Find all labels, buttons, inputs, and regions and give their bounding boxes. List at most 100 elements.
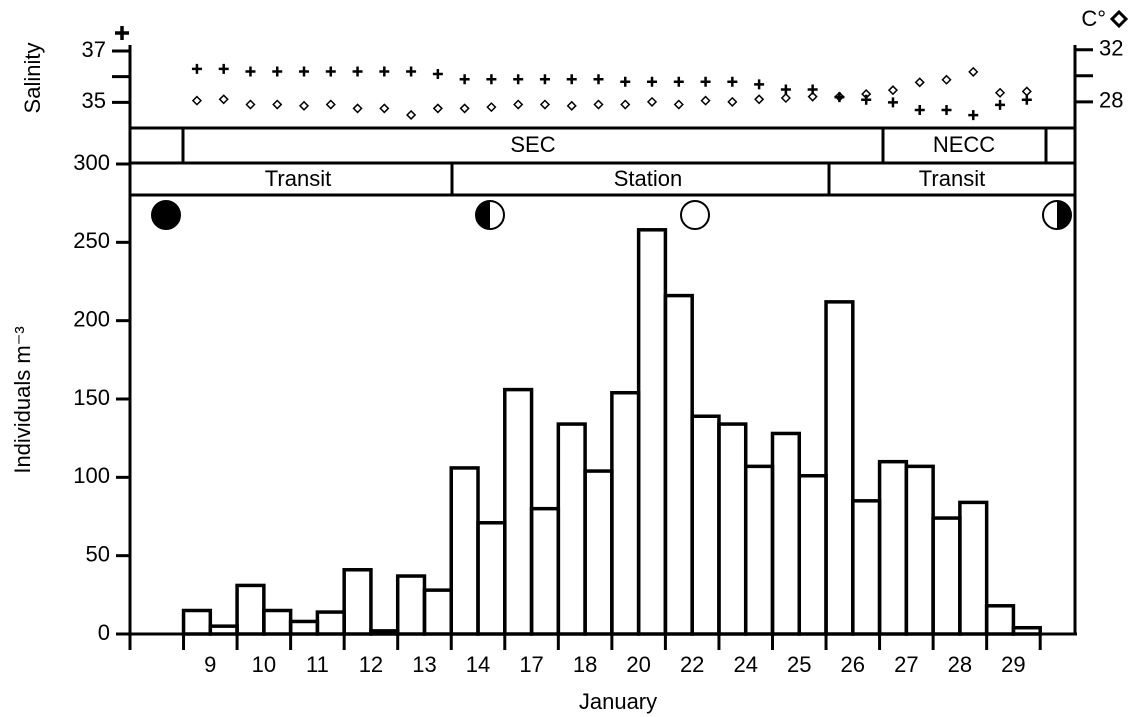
bar <box>931 516 962 636</box>
x-tick-label: 28 <box>948 652 972 677</box>
x-tick-label: 11 <box>306 652 329 677</box>
bar <box>342 568 373 636</box>
y-tick-label: 250 <box>73 228 110 253</box>
mode-band <box>128 161 1077 197</box>
temperature-point <box>1021 86 1032 97</box>
x-tick-label: 26 <box>841 652 865 677</box>
temperature-point <box>673 99 684 110</box>
bar <box>663 293 694 636</box>
temperature-point <box>620 99 631 110</box>
salinity-point <box>272 66 283 77</box>
temperature-point <box>861 89 872 100</box>
y-tick-label: 200 <box>73 306 110 331</box>
salinity-point <box>539 74 550 85</box>
salinity-point <box>299 66 310 77</box>
bar <box>877 459 909 636</box>
temperature-point <box>406 109 417 121</box>
salinity-point <box>861 94 872 105</box>
salinity-point <box>647 76 658 87</box>
salinity-point <box>406 66 417 77</box>
temperature-point <box>245 99 256 110</box>
new-moon <box>151 200 181 230</box>
temperature-point <box>780 92 791 104</box>
full-moon <box>680 200 710 230</box>
salinity-point <box>566 74 577 85</box>
bar <box>503 387 534 636</box>
temperature-point <box>941 74 952 85</box>
y2-tick-label: 28 <box>1099 88 1123 113</box>
salinity-point <box>593 74 604 85</box>
band-label: Transit <box>919 166 985 191</box>
y-tick-label: 35 <box>82 88 106 113</box>
salinity-point <box>325 66 336 77</box>
temperature-point <box>325 99 336 110</box>
temperature-point <box>191 95 202 106</box>
salinity-label: Salinity <box>20 43 45 114</box>
x-tick-label: 25 <box>787 652 811 677</box>
bar <box>690 414 721 636</box>
salinity-point <box>218 63 229 74</box>
bar <box>824 300 855 636</box>
x-tick-label: 20 <box>626 652 650 677</box>
temperature-point <box>459 103 470 114</box>
bar <box>743 464 775 636</box>
x-tick-label: 17 <box>519 652 543 677</box>
y-tick-label: 150 <box>73 385 110 410</box>
salinity-point <box>191 63 202 74</box>
temperature-point <box>727 96 738 107</box>
temperature-point <box>539 99 551 110</box>
y-tick-label: 300 <box>73 150 110 175</box>
x-tick-label: 13 <box>412 652 436 677</box>
salinity-point <box>352 66 363 77</box>
bar <box>797 474 828 636</box>
salinity-point <box>513 74 524 85</box>
temperature-point <box>834 91 845 102</box>
x-tick-label: 24 <box>733 652 757 677</box>
x-tick-label: 9 <box>204 652 216 677</box>
temperature-point <box>566 100 577 111</box>
bar <box>288 619 320 636</box>
temperature-point <box>432 103 443 114</box>
bar <box>315 610 346 636</box>
last-quarter-shade <box>1057 201 1071 229</box>
salinity-point <box>673 76 684 87</box>
x-tick-label: 14 <box>466 652 490 677</box>
x-tick-label: 29 <box>1001 652 1025 677</box>
bar <box>235 583 266 636</box>
bar <box>851 499 882 636</box>
bar <box>395 574 427 636</box>
temperature-symbol <box>1109 9 1129 29</box>
x-tick-label: 12 <box>359 652 383 677</box>
bar <box>717 422 748 636</box>
temperature-point <box>646 96 658 107</box>
x-tick-label: 22 <box>680 652 704 677</box>
bar <box>208 624 239 636</box>
salinity-point <box>486 74 497 85</box>
temperature-point <box>700 95 711 106</box>
temperature-point <box>218 94 229 105</box>
y-tick-label: 37 <box>82 37 106 62</box>
salinity-point <box>620 76 631 87</box>
temperature-point <box>807 91 818 102</box>
bar <box>610 390 641 636</box>
bar <box>422 588 453 636</box>
y-tick-label: 50 <box>86 541 110 566</box>
temperature-point <box>379 103 390 114</box>
salinity-point <box>727 76 738 87</box>
bar <box>636 228 668 636</box>
bar <box>181 608 213 636</box>
y-tick-label: 100 <box>73 463 110 488</box>
bar <box>262 608 293 636</box>
salinity-symbol <box>115 26 129 40</box>
x-tick-label: 18 <box>573 652 597 677</box>
salinity-point <box>459 74 470 85</box>
salinity-point <box>887 97 898 108</box>
x-tick-label: 10 <box>252 652 276 677</box>
band-label: SEC <box>510 132 555 157</box>
bar <box>369 629 400 636</box>
bar <box>529 506 561 636</box>
bar <box>770 431 802 636</box>
temperature-point <box>994 87 1006 98</box>
salinity-point <box>245 66 256 77</box>
